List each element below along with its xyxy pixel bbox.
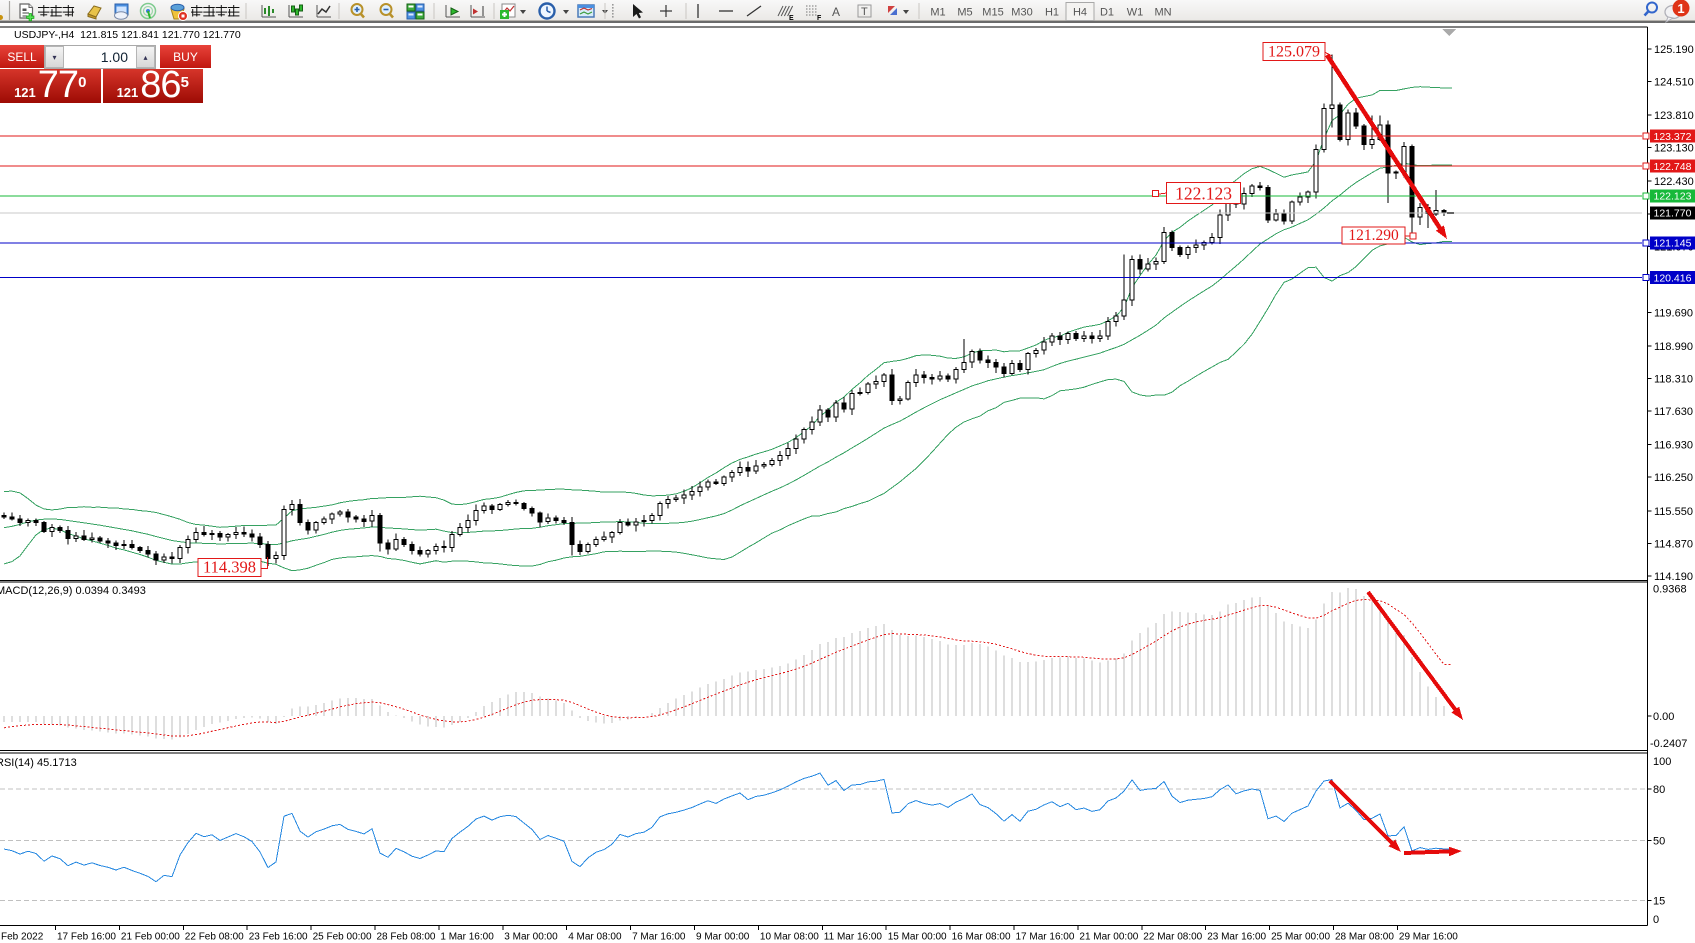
- svg-text:116.250: 116.250: [1654, 472, 1693, 484]
- svg-text:21 Feb 00:00: 21 Feb 00:00: [121, 932, 180, 943]
- svg-text:117.630: 117.630: [1654, 406, 1693, 418]
- svg-text:122.430: 122.430: [1654, 176, 1694, 188]
- svg-text:17 Mar 16:00: 17 Mar 16:00: [1016, 932, 1075, 943]
- svg-text:9 Mar 00:00: 9 Mar 00:00: [696, 932, 750, 943]
- svg-text:23 Mar 16:00: 23 Mar 16:00: [1207, 932, 1266, 943]
- svg-text:3 Mar 00:00: 3 Mar 00:00: [504, 932, 558, 943]
- svg-text:114.398: 114.398: [203, 558, 256, 577]
- svg-text:M5: M5: [957, 7, 972, 19]
- svg-text:17 Feb 16:00: 17 Feb 16:00: [57, 932, 116, 943]
- svg-text:M1: M1: [930, 7, 945, 19]
- svg-text:D1: D1: [1100, 7, 1114, 19]
- svg-text:23 Feb 16:00: 23 Feb 16:00: [249, 932, 308, 943]
- svg-text:RSI(14) 45.1713: RSI(14) 45.1713: [0, 757, 77, 769]
- svg-text:1 Mar 16:00: 1 Mar 16:00: [440, 932, 494, 943]
- svg-text:W1: W1: [1127, 7, 1144, 19]
- svg-text:115.550: 115.550: [1654, 506, 1693, 518]
- svg-text:123.130: 123.130: [1654, 143, 1694, 155]
- svg-text:22 Mar 08:00: 22 Mar 08:00: [1143, 932, 1202, 943]
- svg-text:122.123: 122.123: [1175, 184, 1232, 204]
- svg-text:A: A: [832, 5, 840, 19]
- svg-text:50: 50: [1653, 835, 1665, 847]
- svg-text:MACD(12,26,9) 0.0394 0.3493: MACD(12,26,9) 0.0394 0.3493: [0, 585, 146, 597]
- svg-text:124.510: 124.510: [1654, 77, 1694, 89]
- svg-text:H4: H4: [1073, 7, 1087, 19]
- svg-text:0: 0: [1653, 914, 1659, 926]
- svg-text:121.290: 121.290: [1348, 227, 1399, 244]
- svg-text:119.690: 119.690: [1654, 307, 1693, 319]
- svg-text:118.310: 118.310: [1654, 374, 1693, 386]
- svg-text:121.770: 121.770: [1654, 208, 1692, 220]
- svg-text:25 Feb 00:00: 25 Feb 00:00: [313, 932, 372, 943]
- svg-text:-0.2407: -0.2407: [1650, 738, 1687, 750]
- svg-text:122.123: 122.123: [1654, 191, 1692, 203]
- svg-text:M30: M30: [1011, 7, 1032, 19]
- svg-text:Feb 2022: Feb 2022: [1, 932, 44, 943]
- svg-text:F: F: [817, 15, 822, 22]
- svg-text:116.930: 116.930: [1654, 440, 1693, 452]
- svg-text:11 Mar 16:00: 11 Mar 16:00: [824, 932, 883, 943]
- svg-text:0.9368: 0.9368: [1653, 584, 1687, 596]
- svg-text:H1: H1: [1045, 7, 1059, 19]
- svg-text:10 Mar 08:00: 10 Mar 08:00: [760, 932, 819, 943]
- svg-text:1: 1: [1677, 1, 1684, 16]
- svg-text:0.00: 0.00: [1653, 711, 1674, 723]
- svg-text:28 Feb 08:00: 28 Feb 08:00: [377, 932, 436, 943]
- svg-text:118.990: 118.990: [1654, 341, 1693, 353]
- svg-text:22 Feb 08:00: 22 Feb 08:00: [185, 932, 244, 943]
- svg-text:T: T: [861, 6, 868, 18]
- svg-text:122.748: 122.748: [1654, 161, 1692, 173]
- svg-text:123.810: 123.810: [1654, 110, 1694, 122]
- svg-text:21 Mar 00:00: 21 Mar 00:00: [1079, 932, 1138, 943]
- svg-text:100: 100: [1653, 756, 1671, 768]
- svg-text:15: 15: [1653, 895, 1665, 907]
- svg-text:120.416: 120.416: [1654, 273, 1692, 285]
- svg-text:114.190: 114.190: [1654, 571, 1693, 583]
- svg-text:15 Mar 00:00: 15 Mar 00:00: [888, 932, 947, 943]
- svg-text:28 Mar 08:00: 28 Mar 08:00: [1335, 932, 1394, 943]
- svg-text:25 Mar 00:00: 25 Mar 00:00: [1271, 932, 1330, 943]
- svg-text:MN: MN: [1154, 7, 1171, 19]
- svg-text:123.372: 123.372: [1654, 131, 1692, 143]
- svg-text:16 Mar 08:00: 16 Mar 08:00: [952, 932, 1011, 943]
- svg-text:4 Mar 08:00: 4 Mar 08:00: [568, 932, 622, 943]
- svg-text:M15: M15: [982, 7, 1003, 19]
- svg-text:125.190: 125.190: [1654, 44, 1694, 56]
- svg-text:125.079: 125.079: [1268, 44, 1320, 61]
- svg-text:121.145: 121.145: [1654, 238, 1692, 250]
- svg-text:114.870: 114.870: [1654, 538, 1693, 550]
- svg-text:29 Mar 16:00: 29 Mar 16:00: [1399, 932, 1458, 943]
- svg-text:E: E: [789, 15, 794, 22]
- svg-text:80: 80: [1653, 784, 1665, 796]
- svg-text:7 Mar 16:00: 7 Mar 16:00: [632, 932, 686, 943]
